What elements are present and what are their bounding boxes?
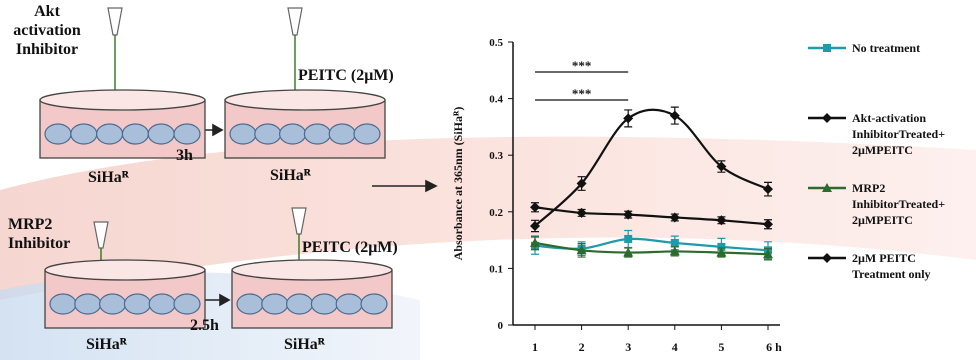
- point: [716, 215, 727, 226]
- cell: [173, 293, 201, 315]
- point: [623, 113, 634, 124]
- legend-label: MRP2 InhibitorTreated+ 2µMPEITC: [852, 181, 946, 227]
- point: [716, 161, 727, 172]
- point: [763, 249, 773, 259]
- point: [576, 245, 587, 255]
- y-tick-label: 0.2: [489, 207, 503, 219]
- x-tick-label: 5: [718, 340, 724, 354]
- legend-label: 2µM PEITC Treatment only: [852, 251, 931, 281]
- x-tick-label: 4: [672, 340, 678, 354]
- treatment-label: PEITC (2μM): [302, 239, 398, 256]
- point: [530, 202, 540, 213]
- cell-label: SiHaᴿ: [270, 167, 311, 184]
- treatment-label: PEITC (2μM): [298, 67, 394, 84]
- pipette: [287, 7, 303, 36]
- point: [822, 183, 832, 192]
- pipette: [107, 7, 123, 36]
- series-line: [534, 206, 769, 226]
- cell-label: SiHaᴿ: [88, 169, 129, 186]
- y-tick-label: 0.4: [489, 94, 503, 106]
- x-tick-label: 1: [532, 340, 538, 354]
- dish-rim: [224, 89, 386, 111]
- swoosh: [0, 136, 976, 300]
- point: [763, 219, 773, 230]
- point: [669, 246, 680, 256]
- inhibitor-label: MRP2 Inhibitor: [8, 216, 71, 252]
- point: [822, 253, 832, 263]
- cell: [360, 293, 388, 315]
- point: [530, 237, 540, 247]
- time-label: 3h: [176, 147, 193, 164]
- y-tick-label: 0.1: [489, 263, 503, 275]
- pipette: [93, 221, 109, 249]
- point: [669, 110, 680, 121]
- point: [576, 207, 587, 218]
- x-tick-label: 6 h: [766, 340, 782, 354]
- arrow-head: [212, 123, 224, 137]
- dish-rim: [39, 89, 206, 111]
- point: [823, 44, 831, 52]
- inhibitor-label: Akt activation Inhibitor: [13, 3, 81, 58]
- time-label: 2.5h: [190, 317, 219, 334]
- y-tick-label: 0: [498, 320, 504, 332]
- point: [822, 113, 832, 123]
- pipette: [291, 207, 307, 235]
- legend-label: No treatment: [852, 41, 921, 55]
- cell-label: SiHaᴿ: [284, 336, 325, 353]
- cell-label: SiHaᴿ: [86, 336, 127, 353]
- point: [670, 238, 679, 247]
- significance-label: ***: [572, 58, 592, 73]
- arrow-head: [425, 179, 438, 193]
- significance-label: ***: [572, 86, 592, 101]
- cell: [353, 123, 381, 145]
- series-line: [534, 241, 769, 256]
- dish-rim: [231, 259, 393, 281]
- point: [763, 184, 773, 195]
- point: [623, 247, 634, 257]
- point: [717, 242, 726, 251]
- x-tick-label: 2: [579, 340, 585, 354]
- point: [716, 247, 727, 257]
- arrow-head: [219, 293, 231, 307]
- y-tick-label: 0.3: [489, 150, 503, 162]
- dish-rim: [44, 259, 206, 281]
- point: [576, 178, 587, 189]
- point: [669, 212, 680, 223]
- x-tick-label: 3: [625, 340, 631, 354]
- series-line: [534, 108, 769, 227]
- cell: [173, 123, 201, 145]
- y-axis-label: Absorbance at 365nm (SiHaᴿ): [451, 107, 465, 261]
- point: [530, 220, 540, 231]
- legend-label: Akt-activation InhibitorTreated+ 2µMPEIT…: [852, 111, 946, 157]
- point: [624, 234, 633, 243]
- point: [623, 209, 634, 220]
- y-tick-label: 0.5: [489, 37, 503, 49]
